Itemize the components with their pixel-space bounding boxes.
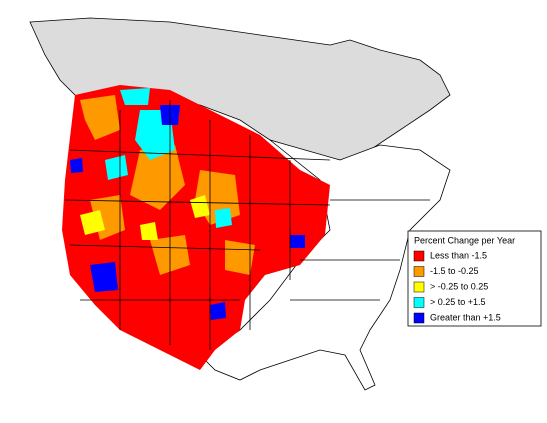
map-patch — [80, 95, 120, 140]
map-patch — [210, 302, 226, 320]
legend-label: Greater than +1.5 — [430, 312, 501, 322]
map-patch — [290, 235, 305, 248]
east-land — [199, 139, 451, 391]
map-patch — [70, 158, 83, 173]
map-patch — [225, 240, 255, 275]
map-patch — [215, 208, 232, 228]
legend-swatch — [413, 312, 425, 324]
map-patch — [120, 88, 150, 105]
legend-swatch — [413, 297, 425, 308]
legend-swatch — [413, 281, 425, 293]
legend-label: > 0.25 to +1.5 — [430, 297, 486, 307]
legend-box — [407, 230, 542, 327]
legend-label: Less than -1.5 — [430, 250, 487, 260]
legend-label: > -0.25 to 0.25 — [430, 281, 488, 291]
map-patch — [90, 262, 118, 292]
map-patch — [105, 155, 128, 180]
state-borders — [64, 100, 430, 350]
map-patch — [80, 210, 105, 235]
legend-swatch — [413, 250, 425, 262]
map-patch — [62, 85, 330, 370]
legend-title: Percent Change per Year — [414, 235, 515, 245]
legend-label: -1.5 to -0.25 — [430, 266, 479, 276]
map-patch — [140, 222, 158, 240]
map-patch — [130, 145, 185, 210]
legend-swatch — [413, 266, 425, 277]
map-patch — [190, 195, 210, 218]
